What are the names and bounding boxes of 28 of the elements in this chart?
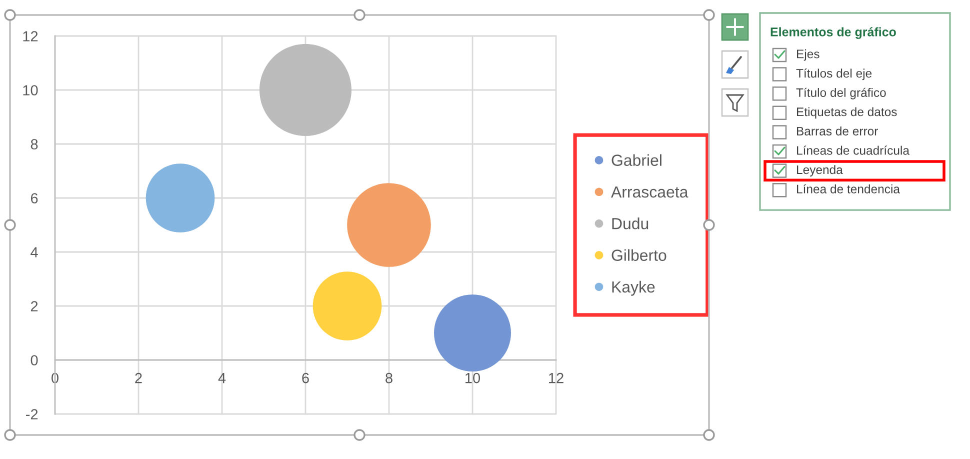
y-tick-label: 6	[30, 193, 38, 204]
text: Elementos de gráfico	[770, 27, 896, 39]
x-tick-label: 6	[302, 372, 309, 384]
text: Línea de tendencia	[797, 184, 900, 194]
x-tick-label: 2	[135, 372, 142, 384]
y-tick-label: 12	[23, 31, 38, 42]
y-tick-label: 2	[30, 301, 38, 312]
text: Etiquetas de datos	[797, 107, 897, 119]
text: Títulos del eje	[796, 68, 872, 80]
legend-label: Gilberto	[612, 249, 666, 261]
y-tick-label: 0	[30, 355, 38, 366]
legend-label: Dudu	[612, 218, 648, 230]
x-tick-label: 8	[386, 372, 392, 384]
x-tick-label: 4	[218, 373, 226, 384]
legend-label: Arrascaeta	[611, 186, 688, 198]
text: Barras de error	[797, 126, 878, 136]
legend-label: Gabriel	[612, 154, 662, 166]
x-tick-label: 12	[549, 372, 564, 384]
y-tick-label: 10	[23, 85, 38, 96]
text: Ejes	[797, 49, 820, 61]
text: Título del gráfico	[796, 88, 886, 100]
text: Leyenda	[797, 165, 843, 176]
y-tick-label: -2	[26, 409, 38, 420]
y-tick-label: 8	[30, 139, 38, 150]
text: Líneas de cuadrícula	[797, 146, 910, 155]
legend-label: Kayke	[612, 280, 655, 296]
x-tick-label: 10	[466, 372, 480, 384]
y-tick-label: 4	[30, 247, 38, 258]
